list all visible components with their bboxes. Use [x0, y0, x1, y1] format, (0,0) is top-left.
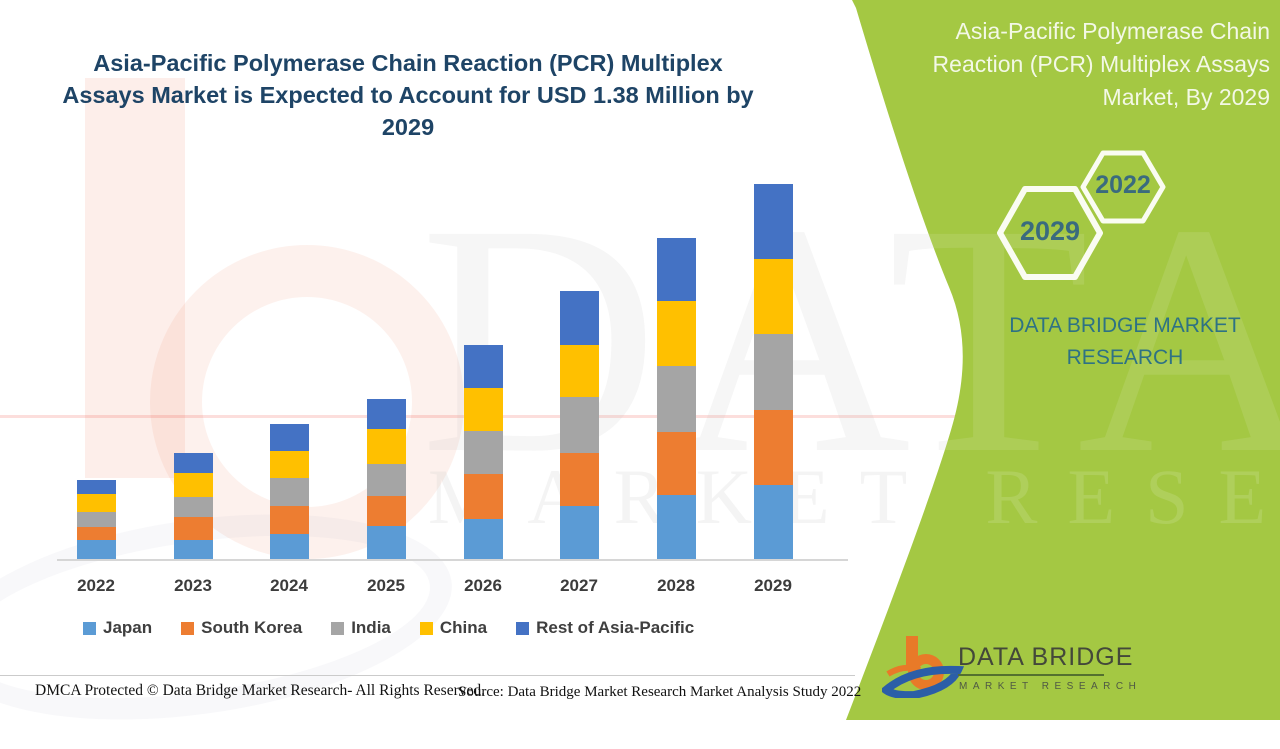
logo-blue-swoosh — [882, 665, 965, 698]
x-axis-label-2027: 2027 — [560, 576, 598, 595]
x-axis-label-2023: 2023 — [174, 576, 212, 595]
legend-item-china: China — [419, 618, 488, 638]
side-panel-title: Asia-Pacific Polymerase Chain Reaction (… — [932, 18, 1270, 110]
hexagon-2029 — [997, 186, 1103, 280]
hexagon-2022-label: 2022 — [1095, 171, 1151, 199]
legend-label: Japan — [103, 618, 153, 637]
bar-segment-2027-japan — [559, 506, 599, 559]
bar-segment-2025-japan — [366, 526, 406, 559]
bar-segment-2027-south-korea — [559, 453, 599, 506]
bar-segment-2029-india — [753, 333, 793, 410]
hexagon-2029-label: 2029 — [1019, 216, 1081, 246]
x-axis-label-2022: 2022 — [77, 576, 115, 595]
x-axis-label-2025: 2025 — [367, 576, 405, 595]
bar-segment-2025-india — [366, 464, 406, 497]
brand-name-text: DATA BRIDGE MARKET RESEARCH — [1009, 314, 1241, 369]
bar-segment-2029-south-korea — [753, 409, 793, 485]
bar-2023 — [173, 452, 213, 559]
x-axis-label-2029: 2029 — [754, 576, 792, 595]
x-axis-line — [57, 559, 848, 561]
bar-2025 — [366, 399, 406, 559]
bar-segment-2024-rest-of-asia-pacific — [269, 424, 309, 452]
x-axis-label-2028: 2028 — [657, 576, 695, 595]
bar-segment-2022-india — [76, 511, 116, 527]
bar-segment-2026-china — [463, 387, 503, 431]
bar-segment-2026-rest-of-asia-pacific — [463, 344, 503, 388]
bar-segment-2022-china — [76, 493, 116, 512]
legend-label: India — [351, 618, 391, 637]
legend-swatch-china — [419, 621, 433, 635]
bar-segment-2025-south-korea — [366, 496, 406, 527]
hexagon-2022 — [1080, 150, 1166, 224]
green-side-panel — [846, 0, 1280, 720]
bar-segment-2028-japan — [656, 494, 696, 559]
chart-legend: Japan South Korea India China Rest of Asia-P… — [83, 618, 694, 638]
bar-segment-2029-china — [753, 258, 793, 334]
bar-segment-2028-rest-of-asia-pacific — [656, 238, 696, 302]
bar-segment-2024-india — [269, 478, 309, 506]
legend-item-india: India — [331, 618, 391, 638]
legend-swatch-south-korea — [181, 621, 195, 635]
x-axis-label-2026: 2026 — [464, 576, 502, 595]
bar-segment-2024-japan — [269, 534, 309, 559]
legend-label: Rest of Asia-Pacific — [536, 618, 695, 637]
logo-underline — [958, 674, 1104, 676]
x-axis-label-2024: 2024 — [270, 576, 308, 595]
bar-segment-2027-china — [559, 345, 599, 397]
bar-segment-2029-rest-of-asia-pacific — [753, 183, 793, 259]
logo-name-text: DATA BRIDGE — [958, 643, 1134, 671]
logo-tagline-text: MARKET RESEARCH — [959, 681, 1142, 692]
bar-segment-2025-rest-of-asia-pacific — [366, 399, 406, 430]
bar-segment-2023-rest-of-asia-pacific — [173, 452, 213, 473]
bar-segment-2027-india — [559, 397, 599, 453]
bar-segment-2026-japan — [463, 519, 503, 559]
bar-segment-2024-china — [269, 451, 309, 478]
legend-swatch-rest-of-asia-pacific — [516, 621, 530, 635]
bar-2022 — [76, 479, 116, 559]
footer-divider — [0, 675, 855, 676]
bar-segment-2025-china — [366, 429, 406, 465]
bar-segment-2023-south-korea — [173, 516, 213, 540]
bar-segment-2023-china — [173, 472, 213, 497]
bars-container: 2022 2023 2024 2025 2026 2027 2028 2029 — [76, 183, 793, 595]
legend-item-japan: Japan — [83, 618, 152, 638]
bar-2029 — [753, 183, 793, 559]
bar-2027 — [559, 290, 599, 559]
green-panel-shape — [846, 0, 1280, 720]
bar-segment-2027-rest-of-asia-pacific — [559, 290, 599, 345]
stacked-bar-chart: 2022 2023 2024 2025 2026 2027 2028 2029 — [57, 183, 848, 595]
bar-segment-2023-india — [173, 496, 213, 517]
bar-segment-2022-rest-of-asia-pacific — [76, 479, 116, 494]
bar-segment-2023-japan — [173, 540, 213, 559]
bar-2028 — [656, 238, 696, 559]
legend-item-rest-of-asia-pacific: Rest of Asia-Pacific — [516, 618, 694, 638]
legend-item-south-korea: South Korea — [181, 618, 302, 638]
legend-swatch-japan — [83, 621, 96, 635]
bar-2026 — [463, 344, 503, 559]
bar-segment-2026-india — [463, 430, 503, 474]
bar-segment-2028-india — [656, 365, 696, 432]
chart-title: Asia-Pacific Polymerase Chain Reaction (… — [62, 50, 754, 140]
bar-segment-2028-china — [656, 301, 696, 366]
bar-segment-2022-japan — [76, 540, 116, 559]
source-note: Source: Data Bridge Market Research Mark… — [458, 684, 862, 700]
dmca-notice: DMCA Protected © Data Bridge Market Rese… — [35, 682, 485, 699]
legend-label: China — [439, 618, 488, 637]
bar-segment-2026-south-korea — [463, 473, 503, 519]
bar-segment-2022-south-korea — [76, 526, 116, 540]
legend-swatch-india — [331, 621, 345, 635]
bar-segment-2028-south-korea — [656, 431, 696, 495]
bar-2024 — [269, 424, 309, 559]
legend-label: South Korea — [201, 618, 303, 637]
data-bridge-logo-icon — [882, 636, 965, 698]
bar-segment-2029-japan — [753, 485, 793, 559]
bar-segment-2024-south-korea — [269, 506, 309, 534]
